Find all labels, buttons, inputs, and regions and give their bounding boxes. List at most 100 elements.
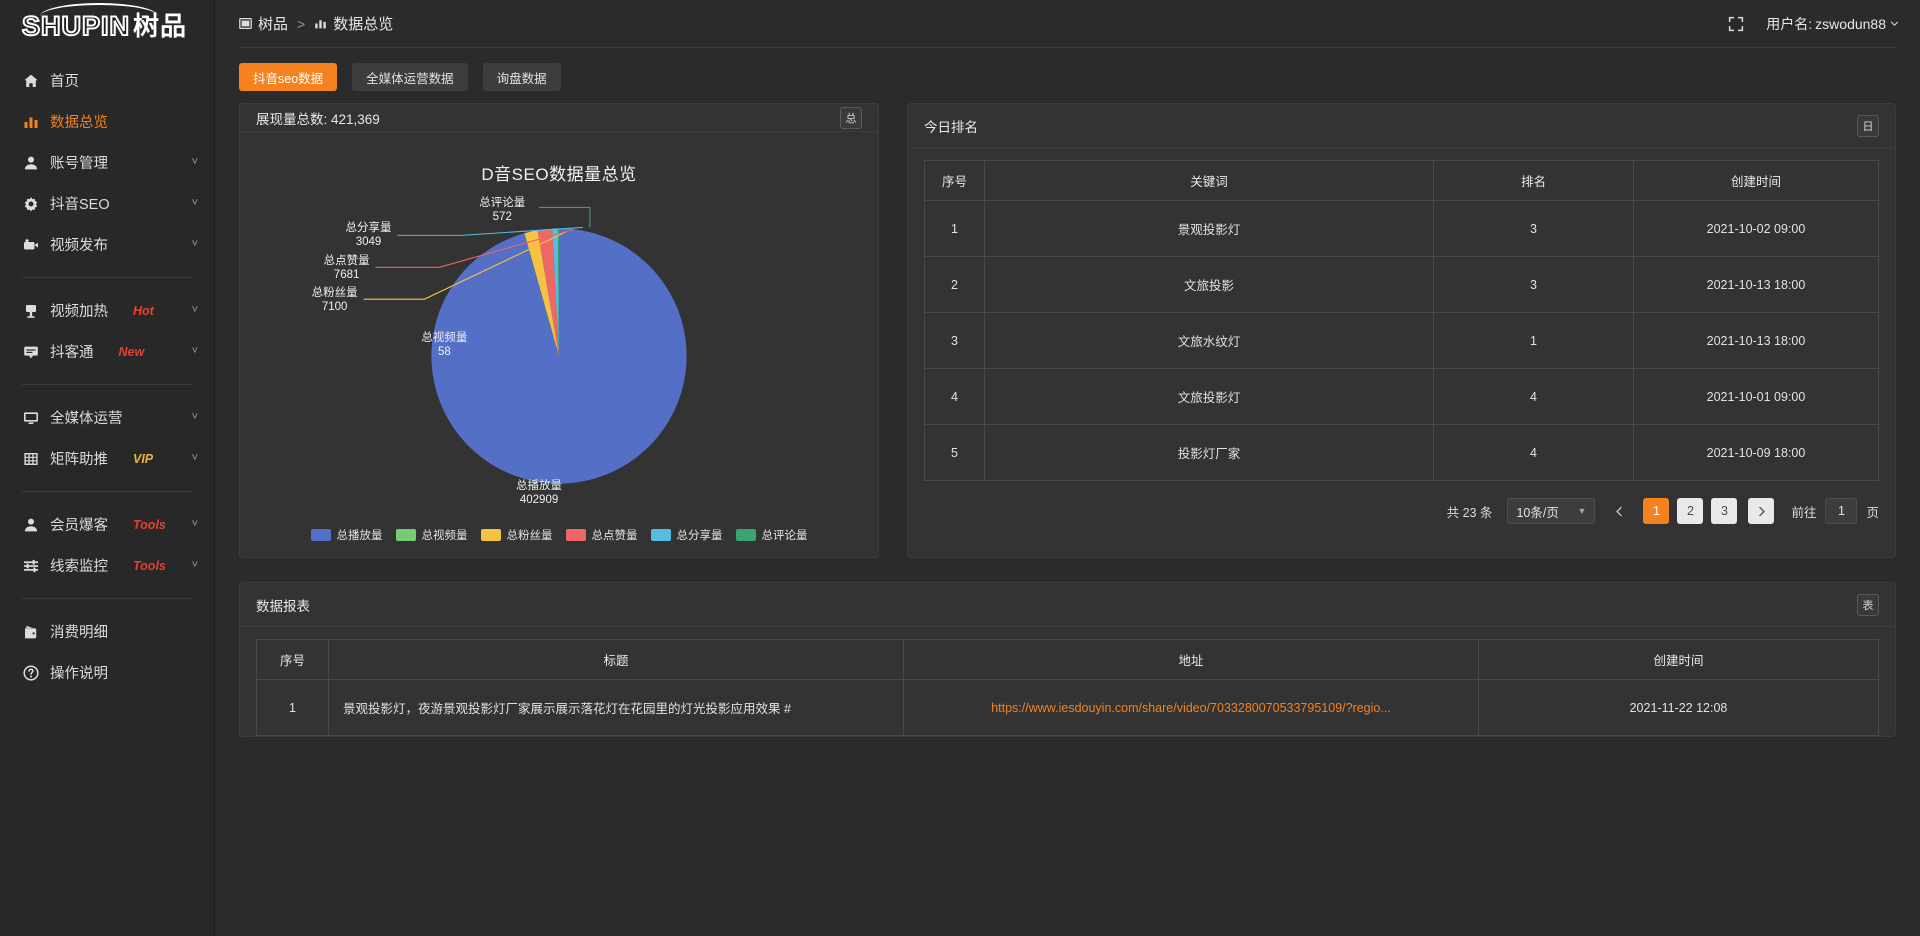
chevron-down-icon[interactable]: ˅ — [191, 197, 198, 209]
pie-label-4: 总分享量 3049 — [346, 221, 392, 250]
sidebar-item-label: 抖客通 — [50, 345, 94, 361]
chevron-down-icon — [1890, 21, 1899, 26]
pie-label-1: 总视频量 58 — [421, 331, 467, 360]
pie-slice-2[interactable] — [524, 230, 559, 356]
chevron-down-icon[interactable]: ˅ — [191, 345, 198, 357]
report-cell-idx: 1 — [256, 679, 329, 736]
chevron-down-icon[interactable]: ˅ — [191, 411, 198, 423]
pie-leader-4 — [397, 226, 583, 236]
topbar-right: 用户名: zswodun88 — [1728, 14, 1900, 34]
sidebar-item-9[interactable]: 会员爆客 Tools ˅ — [0, 504, 214, 545]
chevron-down-icon[interactable]: ˅ — [191, 559, 198, 571]
chart-card-badge[interactable]: 总 — [840, 106, 862, 129]
report-col-1: 标题 — [328, 639, 904, 680]
rank-cell-time: 2021-10-13 18:00 — [1633, 312, 1879, 369]
fullscreen-icon[interactable] — [1728, 16, 1744, 32]
sidebar-item-11[interactable]: 消费明细 — [0, 611, 214, 652]
legend-item-5[interactable]: 总评论量 — [735, 527, 808, 543]
pagination-page-2[interactable]: 2 — [1677, 498, 1704, 524]
chevron-down-icon[interactable]: ˅ — [191, 238, 198, 250]
sidebar-item-0[interactable]: 首页 — [0, 60, 214, 101]
pie-slice-3[interactable] — [537, 228, 559, 356]
pie-slice-4[interactable] — [552, 228, 559, 356]
pie-leader-lines — [363, 206, 591, 474]
chat-icon — [22, 343, 39, 360]
tab-0[interactable]: 抖音seo数据 — [239, 63, 338, 91]
sidebar-item-12[interactable]: 操作说明 — [0, 652, 214, 693]
tab-bar: 抖音seo数据 全媒体运营数据 询盘数据 — [215, 48, 1920, 103]
sidebar-item-1[interactable]: 数据总览 — [0, 101, 214, 142]
wallet-icon — [24, 625, 36, 638]
rank-cell-rank: 3 — [1433, 200, 1634, 257]
table-row[interactable]: 4 文旅投影灯 4 2021-10-01 09:00 — [924, 368, 1879, 425]
rank-col-3: 创建时间 — [1633, 160, 1879, 201]
chat-icon — [23, 346, 38, 358]
sidebar-item-10[interactable]: 线索监控 Tools ˅ — [0, 545, 214, 586]
pie-chart[interactable]: 总播放量 402909 总视频量 58 总粉丝量 7100 总点赞量 7681 总分享量 3049… — [240, 191, 878, 521]
monitor-icon — [23, 411, 38, 424]
sidebar-item-label: 全媒体运营 — [50, 411, 123, 427]
sidebar-item-label: 视频发布 — [50, 238, 108, 254]
pie-label-0: 总播放量 402909 — [516, 479, 562, 508]
pagination-next-button[interactable] — [1748, 498, 1775, 524]
tab-1[interactable]: 全媒体运营数据 — [352, 63, 468, 91]
sidebar-item-3[interactable]: 抖音SEO ˅ — [0, 183, 214, 224]
sidebar-item-tag: New — [118, 344, 145, 359]
legend-item-2[interactable]: 总粉丝量 — [480, 527, 553, 543]
rank-cell-time: 2021-10-13 18:00 — [1633, 256, 1879, 313]
rank-card-badge[interactable]: 日 — [1857, 114, 1879, 137]
legend-swatch — [480, 529, 501, 541]
rank-table: 序号 关键词 排名 创建时间 1 景观投影灯 3 2021-10-02 09:00 2 文旅投影… — [924, 160, 1879, 481]
table-row[interactable]: 3 文旅水纹灯 1 2021-10-13 18:00 — [924, 312, 1879, 369]
pie-label-2: 总粉丝量 7100 — [312, 286, 358, 315]
tab-2[interactable]: 询盘数据 — [482, 63, 561, 91]
chevron-down-icon[interactable]: ˅ — [191, 518, 198, 530]
pie-slice-1[interactable] — [524, 233, 559, 356]
sidebar-item-tag: Tools — [133, 558, 166, 573]
pagination-jump-input[interactable] — [1825, 498, 1858, 524]
report-cell-title: 景观投影灯，夜游景观投影灯厂家展示展示落花灯在花园里的灯光投影应用效果 # — [328, 679, 904, 736]
table-row[interactable]: 1 景观投影灯 3 2021-10-02 09:00 — [924, 200, 1879, 257]
legend-item-4[interactable]: 总分享量 — [650, 527, 723, 543]
window-icon — [239, 17, 252, 30]
sidebar-item-6[interactable]: 抖客通 New ˅ — [0, 331, 214, 372]
sidebar-item-5[interactable]: 视频加热 Hot ˅ — [0, 290, 214, 331]
brand-logo[interactable]: SHUPIN 树品 — [0, 0, 214, 52]
table-row[interactable]: 5 投影灯厂家 4 2021-10-09 18:00 — [924, 424, 1879, 481]
pie-chart-svg[interactable] — [240, 191, 878, 521]
topbar-divider — [239, 47, 1896, 48]
rank-cell-keyword: 投影灯厂家 — [984, 424, 1434, 481]
pagination-prev-button[interactable] — [1606, 498, 1632, 524]
chevron-down-icon[interactable]: ˅ — [191, 304, 198, 316]
pie-slice-0[interactable] — [431, 228, 687, 484]
legend-item-1[interactable]: 总视频量 — [395, 527, 468, 543]
chevron-down-icon[interactable]: ˅ — [191, 452, 198, 464]
user-menu[interactable]: 用户名: zswodun88 — [1766, 14, 1900, 34]
sidebar-item-2[interactable]: 账号管理 ˅ — [0, 142, 214, 183]
pagination-page-3[interactable]: 3 — [1711, 498, 1738, 524]
table-row[interactable]: 1 景观投影灯，夜游景观投影灯厂家展示展示落花灯在花园里的灯光投影应用效果 # ht… — [256, 679, 1879, 736]
chevron-left-icon — [1616, 506, 1622, 516]
pagination-page-1[interactable]: 1 — [1643, 498, 1670, 524]
breadcrumb-item-root[interactable]: 树品 — [239, 13, 288, 34]
report-card-badge[interactable]: 表 — [1857, 593, 1879, 616]
gear-icon — [24, 196, 37, 211]
pie-slices[interactable] — [431, 228, 687, 484]
legend-item-3[interactable]: 总点赞量 — [565, 527, 638, 543]
legend-item-0[interactable]: 总播放量 — [310, 527, 383, 543]
chevron-down-icon[interactable]: ˅ — [191, 156, 198, 168]
chevron-right-icon — [1759, 506, 1765, 516]
report-col-3: 创建时间 — [1478, 639, 1879, 680]
breadcrumb: 树品 > 数据总览 — [239, 13, 393, 34]
breadcrumb-separator: > — [297, 15, 306, 32]
rank-cell-rank: 3 — [1433, 256, 1634, 313]
sidebar-item-7[interactable]: 全媒体运营 ˅ — [0, 397, 214, 438]
page-size-select[interactable]: 10条/页 ▼ — [1507, 498, 1596, 524]
report-url-link[interactable]: https://www.iesdouyin.com/share/video/70… — [991, 700, 1391, 715]
table-row[interactable]: 2 文旅投影 3 2021-10-13 18:00 — [924, 256, 1879, 313]
pie-label-value: 7681 — [333, 269, 360, 282]
sidebar-item-4[interactable]: 视频发布 ˅ — [0, 224, 214, 265]
breadcrumb-item-current[interactable]: 数据总览 — [314, 13, 393, 34]
sidebar-item-8[interactable]: 矩阵助推 VIP ˅ — [0, 438, 214, 479]
